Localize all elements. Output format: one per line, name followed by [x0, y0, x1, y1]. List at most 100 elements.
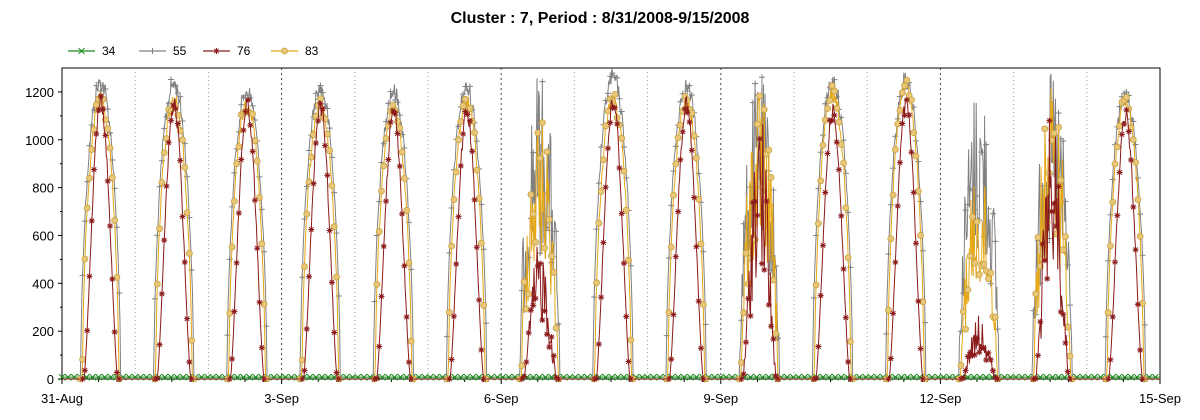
x-tick-label: 3-Sep	[264, 391, 299, 406]
series-83-point	[1129, 136, 1137, 143]
series-55-point	[177, 93, 184, 100]
series-83-point	[452, 168, 460, 176]
series-76-point	[892, 259, 899, 266]
series-55-point	[614, 74, 621, 81]
series-83-point	[185, 250, 193, 257]
series-83-point	[840, 159, 847, 167]
series-83-point	[405, 259, 413, 267]
series-76-point	[518, 376, 525, 382]
series-76-point	[817, 292, 824, 299]
series-83-point	[1104, 309, 1112, 317]
series-83-point	[181, 163, 189, 171]
series-34-point	[378, 373, 386, 381]
series-76-point	[740, 371, 747, 378]
series-76-point	[154, 375, 161, 382]
series-83-point	[552, 324, 560, 332]
series-76-point	[462, 108, 469, 115]
series-83-point	[742, 249, 750, 257]
series-76-point	[1067, 376, 1074, 382]
series-76-point	[1114, 212, 1121, 219]
series-83-point	[1111, 160, 1119, 168]
series-76-point	[242, 108, 249, 115]
series-83-point	[249, 110, 257, 118]
series-83-point	[837, 141, 845, 149]
series-55-point	[684, 87, 691, 94]
series-83-point	[1062, 233, 1069, 241]
series-83-point	[975, 271, 983, 278]
series-83-point	[473, 166, 481, 174]
series-55-point	[915, 158, 922, 165]
series-83-point	[964, 286, 972, 294]
series-83-point	[522, 305, 530, 313]
series-76-point	[1046, 117, 1053, 124]
series-76-point	[913, 240, 919, 247]
series-76-point	[473, 244, 480, 251]
series-76-point	[181, 259, 188, 266]
series-55-point	[319, 89, 326, 96]
series-83-point	[525, 290, 533, 298]
series-76-point	[600, 239, 607, 246]
series-76-point	[842, 314, 849, 321]
series-76-point	[1109, 313, 1116, 320]
series-76-point	[84, 327, 91, 334]
series-76-point	[917, 345, 924, 352]
series-76-point	[555, 376, 562, 382]
series-76-point	[627, 376, 634, 382]
series-55-point	[389, 90, 396, 97]
series-76-point	[835, 166, 842, 173]
series-34-point	[674, 373, 682, 381]
series-83-point	[188, 337, 196, 344]
series-34-point	[1061, 373, 1069, 381]
series-76-point	[915, 298, 922, 305]
series-76-point	[158, 290, 165, 297]
series-76-point	[319, 105, 326, 112]
series-83-point	[1034, 233, 1042, 241]
series-34-point	[179, 373, 187, 381]
series-76-point	[405, 359, 412, 366]
series-83-point	[253, 157, 261, 165]
series-83-point	[228, 243, 236, 251]
series-83-point	[1066, 352, 1074, 360]
series-76-point	[901, 112, 908, 119]
series-76-point	[752, 198, 759, 205]
series-83-point	[532, 238, 539, 246]
series-76-point	[686, 119, 693, 126]
series-83-point	[898, 89, 906, 97]
series-76-point	[453, 261, 460, 268]
series-34-point	[451, 373, 459, 381]
series-34-point	[548, 373, 555, 381]
series-76-point	[700, 376, 707, 382]
series-83-point	[966, 252, 974, 260]
series-83-point	[534, 129, 542, 137]
series-83-point	[620, 167, 628, 175]
series-83-point	[88, 146, 96, 153]
series-83-point	[1057, 176, 1065, 184]
series-76-point	[466, 117, 473, 124]
series-34-point	[234, 373, 241, 381]
series-76-point	[847, 376, 854, 382]
series-83-point	[378, 187, 385, 195]
series-83-point	[382, 135, 390, 142]
x-tick-label: 12-Sep	[919, 391, 961, 406]
y-tick-label: 600	[32, 228, 54, 243]
series-83-point	[330, 223, 338, 231]
series-76-point	[969, 352, 976, 359]
series-55-point	[987, 280, 994, 287]
series-55-point	[1060, 137, 1067, 144]
series-83-point	[756, 92, 764, 100]
series-83-point	[844, 254, 852, 262]
series-76-point	[675, 208, 682, 215]
series-83-point	[690, 132, 698, 139]
series-55-point	[992, 238, 999, 245]
series-83-point	[307, 153, 315, 161]
series-76-point	[530, 302, 537, 309]
chart-title: Cluster : 7, Period : 8/31/2008-9/15/200…	[450, 10, 750, 27]
series-76-point	[79, 376, 86, 382]
series-76-point	[1041, 257, 1048, 264]
series-55-point	[394, 99, 401, 106]
series-76-point	[1139, 376, 1146, 382]
series-76-point	[845, 358, 852, 365]
series-76-point	[476, 297, 483, 304]
series-34-point	[167, 373, 175, 381]
series-76-point	[668, 356, 675, 363]
